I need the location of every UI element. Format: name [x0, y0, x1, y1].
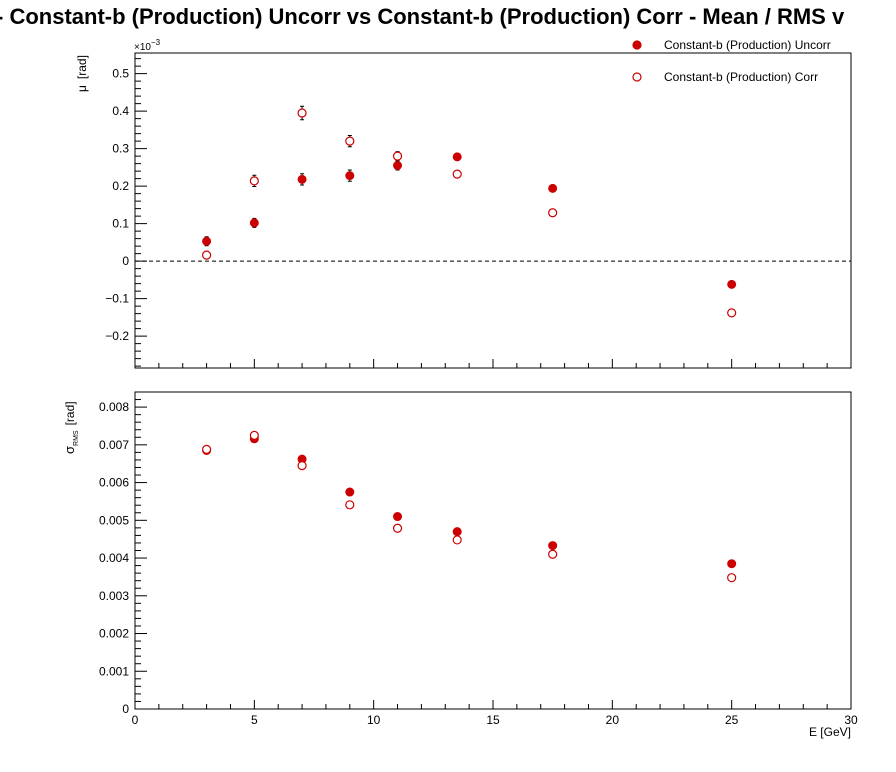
- rms-panel: 0 0.001 0.002 0.003 0.004 0.005 0.006 0.007 0.00…: [62, 391, 858, 739]
- xtick-label: 15: [486, 713, 500, 727]
- legend: Constant-b (Production) Uncorr Constant-b…: [632, 38, 831, 84]
- mean-ytick-label: 0.1: [112, 217, 129, 231]
- legend-corr-marker: [632, 72, 642, 82]
- mean-corr-point: [452, 169, 462, 179]
- mean-panel: −0.2 −0.1 0 0.1 0.2 0.3 0.4 0.5 ×10−3 μ [rad]: [75, 38, 852, 369]
- rms-ytick-label: 0.006: [99, 476, 129, 490]
- mean-corr-point: [345, 136, 355, 146]
- legend-uncorr-marker: [632, 40, 642, 50]
- rms-ytick-label: 0.001: [99, 664, 129, 678]
- xtick-label: 30: [844, 713, 858, 727]
- mean-corr-point: [392, 151, 403, 161]
- mean-uncorr-point: [345, 171, 355, 181]
- rms-panel-ticks: 0 0.001 0.002 0.003 0.004 0.005 0.006 0.007 0.00…: [99, 391, 858, 727]
- rms-ytick-label: 0.007: [99, 438, 129, 452]
- legend-entry-label: Constant-b (Production) Uncorr: [664, 38, 831, 52]
- rms-corr-point: [297, 460, 307, 471]
- mean-unit: [rad]: [75, 55, 89, 79]
- exponent-label: ×10−3: [134, 38, 161, 53]
- mean-uncorr-point: [393, 161, 403, 170]
- mean-ytick-label: 0.5: [112, 67, 129, 81]
- mean-uncorr-point: [249, 218, 259, 228]
- xtick-label: 10: [367, 713, 381, 727]
- mean-ytick-label: 0.4: [112, 104, 129, 118]
- mean-corr-point: [297, 108, 307, 118]
- sigma-subscript: RMS: [73, 430, 80, 446]
- rms-uncorr-point: [727, 559, 737, 569]
- rms-corr-point: [452, 535, 462, 545]
- rms-ytick-label: 0.004: [99, 551, 129, 565]
- rms-corr-point: [548, 549, 558, 559]
- mean-panel-frame: [134, 52, 852, 369]
- rms-corr-point: [249, 430, 259, 440]
- xtick-label: 20: [606, 713, 620, 727]
- mean-panel-ticks: −0.2 −0.1 0 0.1 0.2 0.3 0.4 0.5: [105, 58, 852, 368]
- rms-uncorr-point: [548, 541, 558, 551]
- mean-ytick-label: 0.2: [112, 179, 129, 193]
- mean-corr-point: [727, 308, 737, 318]
- xtick-label: 5: [251, 713, 258, 727]
- rms-ytick-label: 0.002: [99, 627, 129, 641]
- mean-y-axis-label: μ [rad]: [75, 55, 89, 92]
- rms-uncorr-point: [345, 487, 355, 497]
- exponent-value: −3: [151, 38, 161, 47]
- rms-panel-points: [202, 430, 737, 583]
- mean-ytick-label: 0: [122, 254, 129, 268]
- mean-corr-point: [249, 176, 259, 186]
- mean-corr-point: [548, 208, 558, 218]
- mean-uncorr-point: [452, 152, 462, 162]
- mean-ytick-label: 0.3: [112, 142, 129, 156]
- rms-ytick-label: 0: [122, 702, 129, 716]
- mean-symbol: μ: [75, 85, 89, 92]
- mean-uncorr-point: [297, 174, 307, 184]
- mean-corr-point: [202, 250, 212, 260]
- rms-corr-point: [345, 500, 355, 510]
- mean-ytick-label: −0.2: [105, 329, 129, 343]
- chart-title: - Constant-b (Production) Uncorr vs Cons…: [0, 4, 845, 29]
- rms-ytick-label: 0.005: [99, 513, 129, 527]
- rms-uncorr-point: [393, 512, 403, 522]
- rms-ytick-label: 0.003: [99, 589, 129, 603]
- rms-corr-point: [392, 523, 403, 533]
- rms-y-axis-label: σRMS [rad]: [62, 401, 80, 454]
- rms-panel-frame: [134, 391, 852, 710]
- sigma-symbol: σ: [62, 446, 77, 454]
- x-axis-label: E [GeV]: [809, 725, 851, 739]
- rms-uncorr-point: [452, 527, 462, 537]
- mean-uncorr-point: [727, 279, 737, 289]
- xtick-label: 0: [132, 713, 139, 727]
- mean-uncorr-point: [548, 183, 558, 193]
- xtick-label: 25: [725, 713, 739, 727]
- rms-corr-point: [202, 444, 212, 454]
- mean-ytick-label: −0.1: [105, 292, 129, 306]
- legend-entry-label: Constant-b (Production) Corr: [664, 70, 818, 84]
- rms-corr-point: [727, 573, 737, 583]
- sigma-unit: [rad]: [63, 401, 77, 425]
- mean-uncorr-point: [202, 236, 212, 246]
- rms-ytick-label: 0.008: [99, 400, 129, 414]
- mean-panel-points: [202, 105, 737, 318]
